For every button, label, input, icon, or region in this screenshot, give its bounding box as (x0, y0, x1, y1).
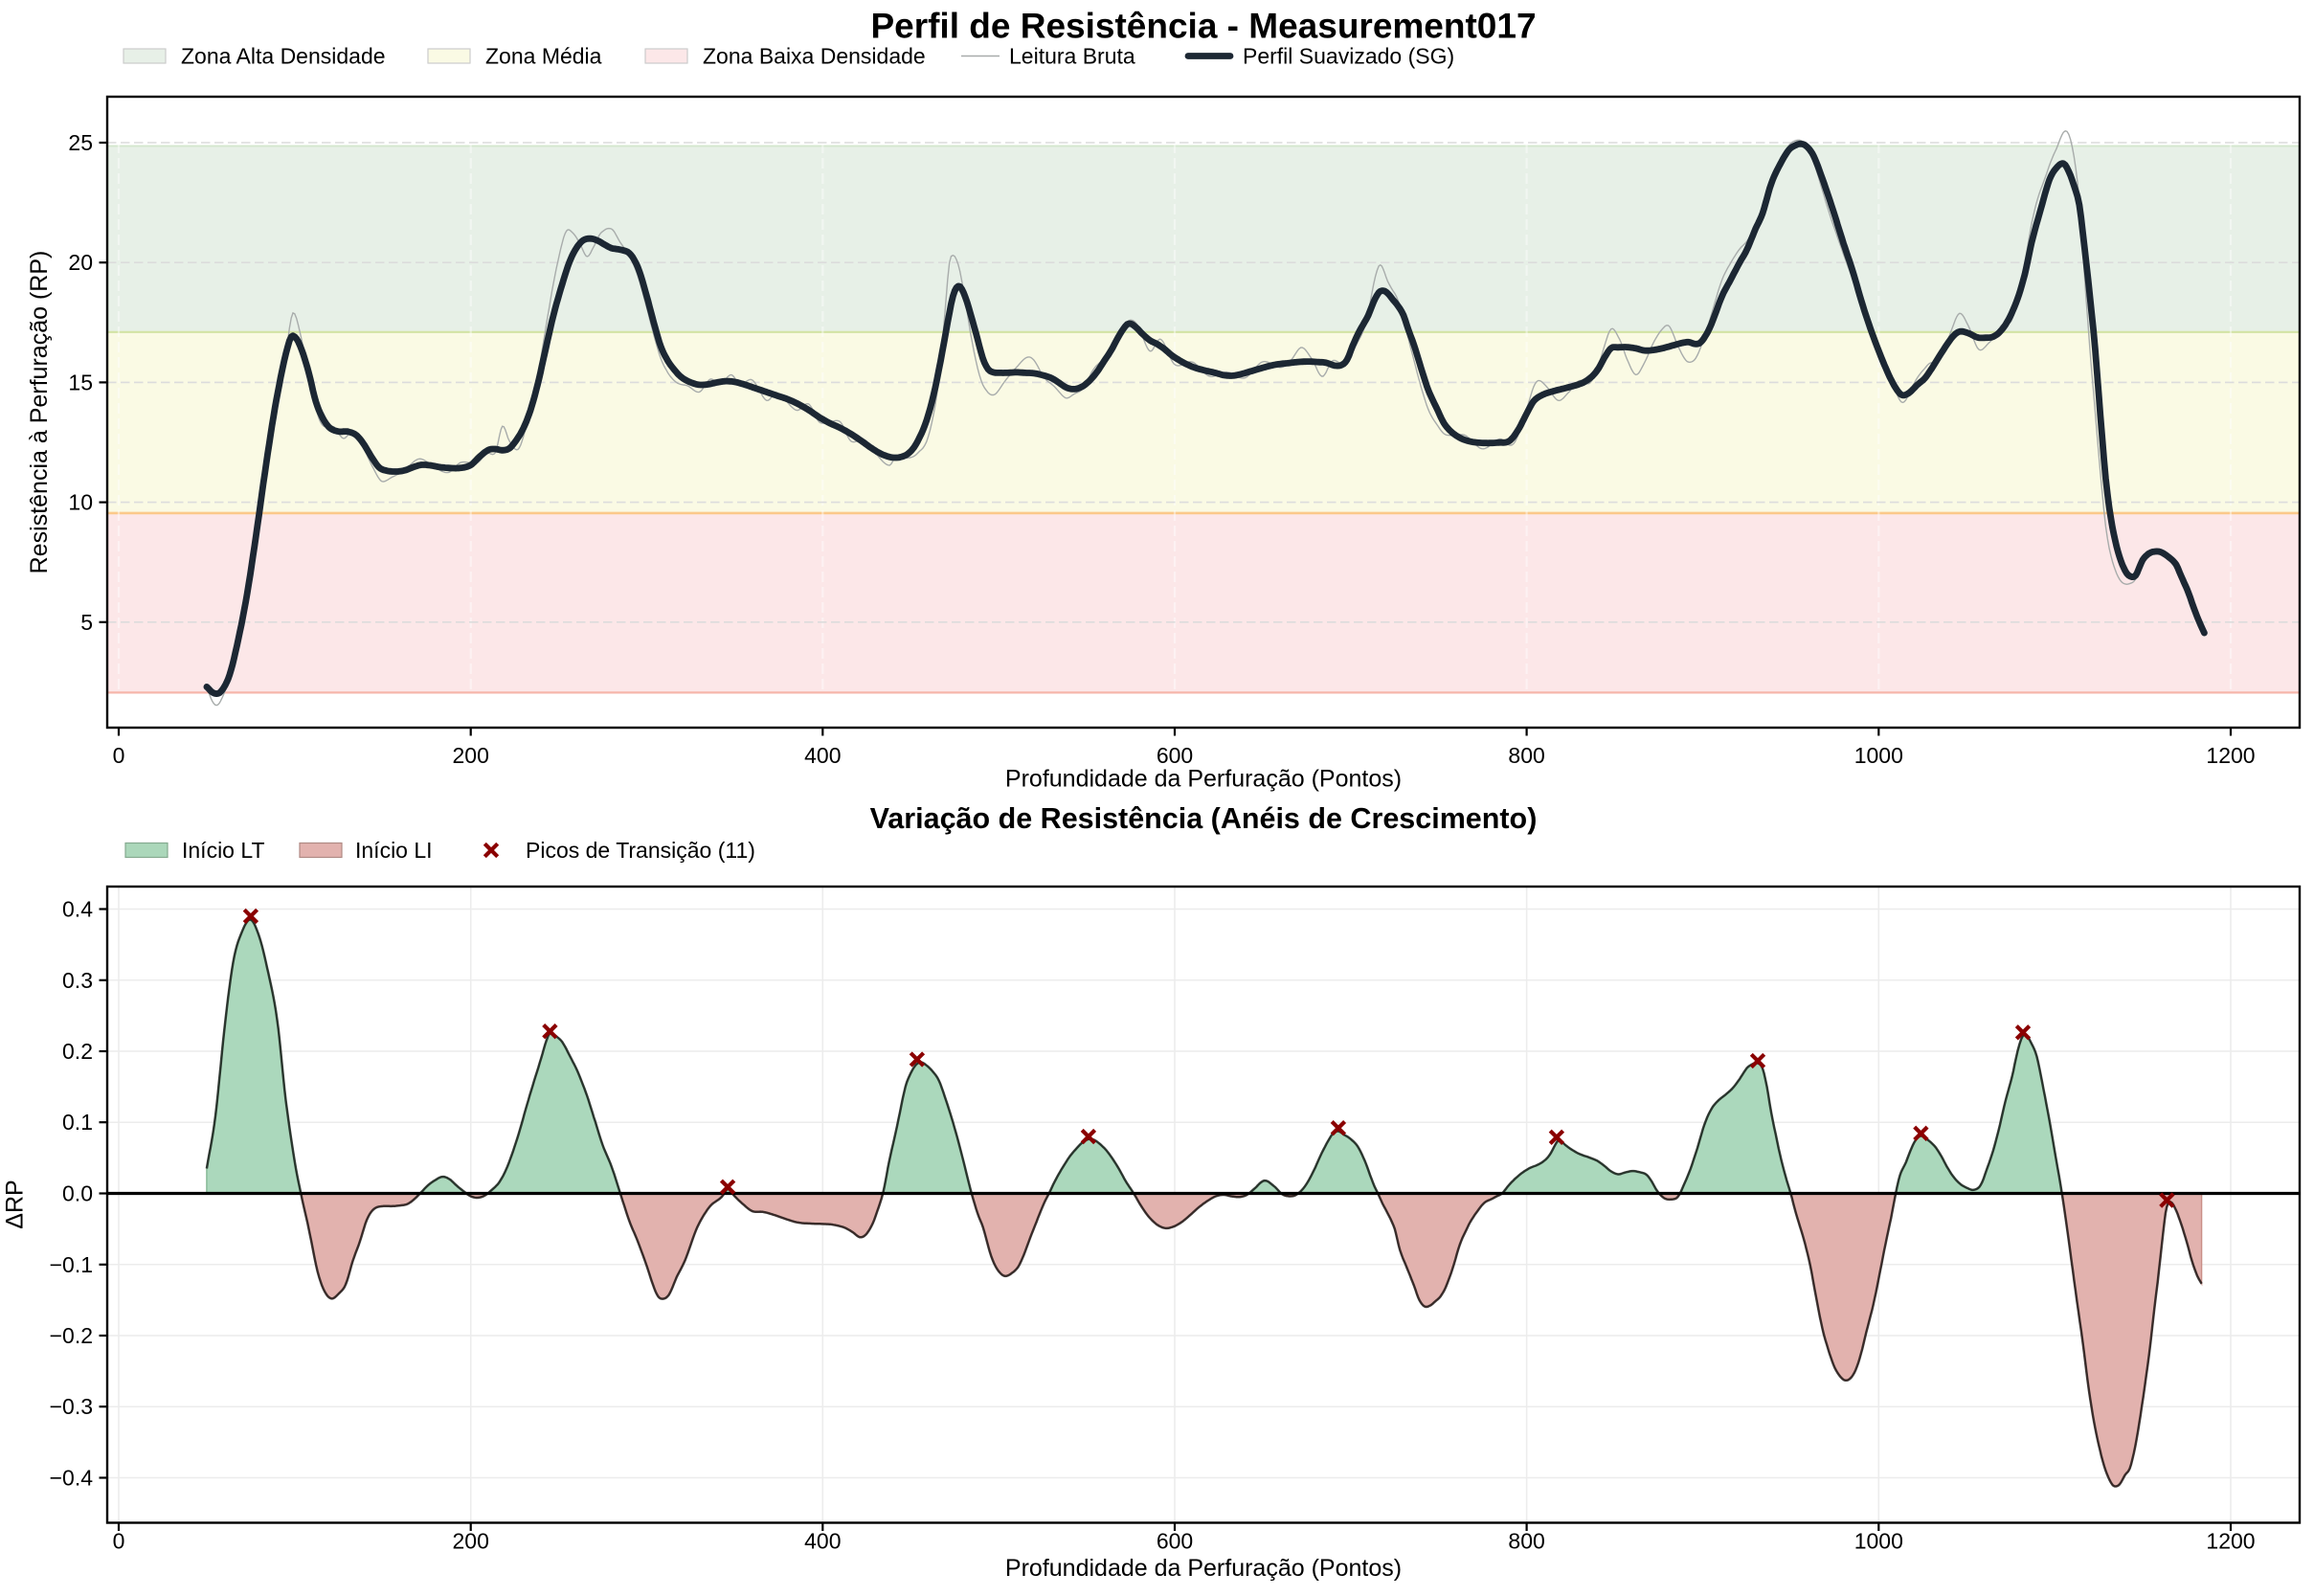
svg-text:Perfil Suavizado (SG): Perfil Suavizado (SG) (1243, 44, 1454, 69)
svg-text:Variação de Resistência (Anéis: Variação de Resistência (Anéis de Cresci… (870, 802, 1538, 835)
svg-text:−0.4: −0.4 (50, 1466, 94, 1491)
svg-text:0.0: 0.0 (62, 1181, 93, 1206)
svg-text:Perfil de Resistência - Measur: Perfil de Resistência - Measurement017 (870, 7, 1536, 46)
svg-text:1200: 1200 (2206, 743, 2255, 768)
svg-text:Profundidade da Perfuração (Po: Profundidade da Perfuração (Pontos) (1005, 766, 1402, 793)
svg-text:25: 25 (68, 130, 93, 155)
svg-text:Zona Alta Densidade: Zona Alta Densidade (181, 44, 386, 69)
svg-text:200: 200 (453, 1529, 489, 1554)
svg-text:0.4: 0.4 (62, 897, 93, 922)
svg-text:600: 600 (1157, 1529, 1193, 1554)
svg-text:Início LT: Início LT (182, 838, 265, 863)
svg-text:5: 5 (80, 610, 93, 635)
svg-text:10: 10 (68, 490, 93, 515)
svg-text:Profundidade da Perfuração (Po: Profundidade da Perfuração (Pontos) (1005, 1555, 1402, 1582)
svg-text:800: 800 (1508, 743, 1544, 768)
svg-text:Leitura Bruta: Leitura Bruta (1009, 44, 1135, 69)
svg-text:1000: 1000 (1854, 743, 1903, 768)
svg-text:600: 600 (1157, 743, 1193, 768)
svg-text:0.2: 0.2 (62, 1039, 93, 1064)
svg-text:200: 200 (453, 743, 489, 768)
svg-text:15: 15 (68, 370, 93, 394)
svg-text:0: 0 (113, 743, 125, 768)
svg-text:0.3: 0.3 (62, 968, 93, 993)
svg-text:Picos de Transição (11): Picos de Transição (11) (526, 838, 755, 863)
svg-text:ΔRP: ΔRP (2, 1180, 29, 1228)
svg-text:Início LI: Início LI (355, 838, 433, 863)
svg-text:400: 400 (804, 1529, 841, 1554)
svg-text:0.1: 0.1 (62, 1110, 93, 1135)
svg-text:Resistência à Perfuração (RP): Resistência à Perfuração (RP) (26, 251, 53, 574)
svg-text:Zona Média: Zona Média (485, 44, 602, 69)
svg-text:0: 0 (113, 1529, 125, 1554)
svg-text:20: 20 (68, 250, 93, 275)
svg-text:−0.2: −0.2 (50, 1323, 93, 1348)
svg-text:−0.1: −0.1 (50, 1252, 93, 1277)
svg-text:Zona Baixa Densidade: Zona Baixa Densidade (703, 44, 926, 69)
svg-text:400: 400 (804, 743, 841, 768)
svg-text:800: 800 (1508, 1529, 1544, 1554)
svg-text:1200: 1200 (2206, 1529, 2255, 1554)
svg-text:−0.3: −0.3 (50, 1394, 93, 1419)
svg-text:1000: 1000 (1854, 1529, 1903, 1554)
